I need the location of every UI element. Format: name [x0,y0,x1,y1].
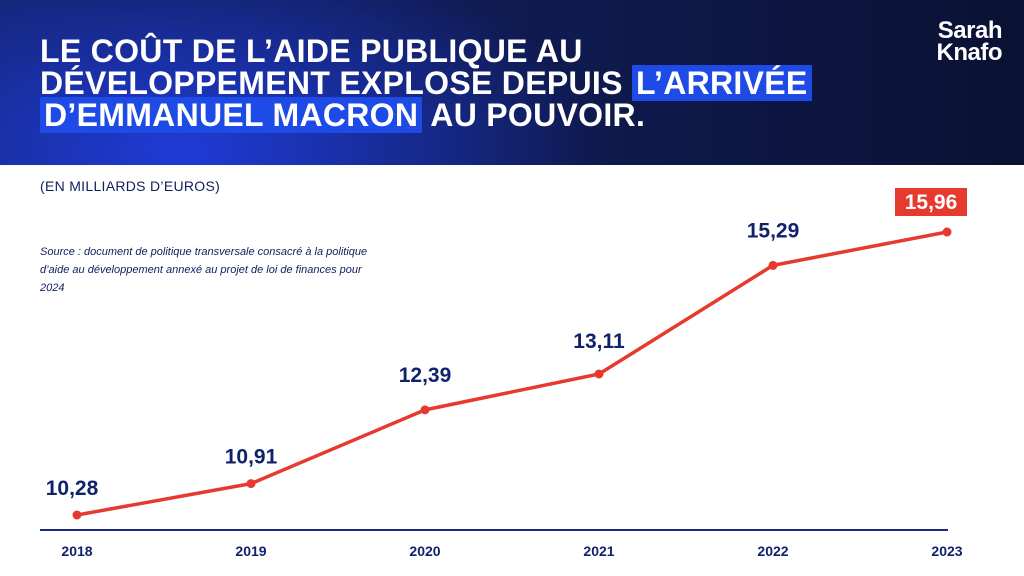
x-tick-label-2023: 2023 [931,543,962,559]
source-note: Source : document de politique transvers… [40,246,368,294]
headline: LE COÛT DE L’AIDE PUBLIQUE AU DÉVELOPPEM… [40,33,812,133]
x-tick-label-2021: 2021 [583,543,614,559]
unit-note: (EN MILLIARDS D’EUROS) [40,178,221,194]
headline-highlight-1: L’ARRIVÉE [631,65,812,101]
headline-line-1: LE COÛT DE L’AIDE PUBLIQUE AU [40,33,583,69]
data-label-badge [895,188,967,216]
data-point-2023 [942,227,952,237]
x-tick-label-2019: 2019 [235,543,266,559]
data-point-2021 [594,369,604,379]
x-tick-label-2018: 2018 [61,543,92,559]
headline-line-3-text: AU POUVOIR. [422,97,646,133]
headline-line-2: DÉVELOPPEMENT EXPLOSE DEPUIS L’ARRIVÉE [40,65,812,101]
data-point-2018 [72,510,82,520]
data-label-2022: 15,29 [747,219,800,242]
headline-line-2-text: DÉVELOPPEMENT EXPLOSE DEPUIS [40,65,632,101]
series-line [76,230,948,517]
brand-logo: Sarah Knafo [936,17,1003,66]
data-label-2018: 10,28 [46,477,99,500]
header-banner: LE COÛT DE L’AIDE PUBLIQUE AU DÉVELOPPEM… [0,0,1024,165]
data-point-2020 [420,405,430,415]
brand-logo-line-2: Knafo [936,39,1003,66]
data-label-2020: 12,39 [399,364,452,387]
x-tick-label-2020: 2020 [409,543,440,559]
data-label-2019: 10,91 [225,446,278,469]
x-tick-label-2022: 2022 [757,543,788,559]
data-label-2023: 15,96 [905,191,958,214]
headline-line-3: D’EMMANUEL MACRON AU POUVOIR. [40,97,812,133]
data-point-2019 [246,479,256,489]
headline-highlight-2: D’EMMANUEL MACRON [40,97,423,133]
data-label-2021: 13,11 [573,330,625,353]
data-point-2022 [768,260,778,270]
brand-logo-line-1: Sarah [937,17,1003,44]
